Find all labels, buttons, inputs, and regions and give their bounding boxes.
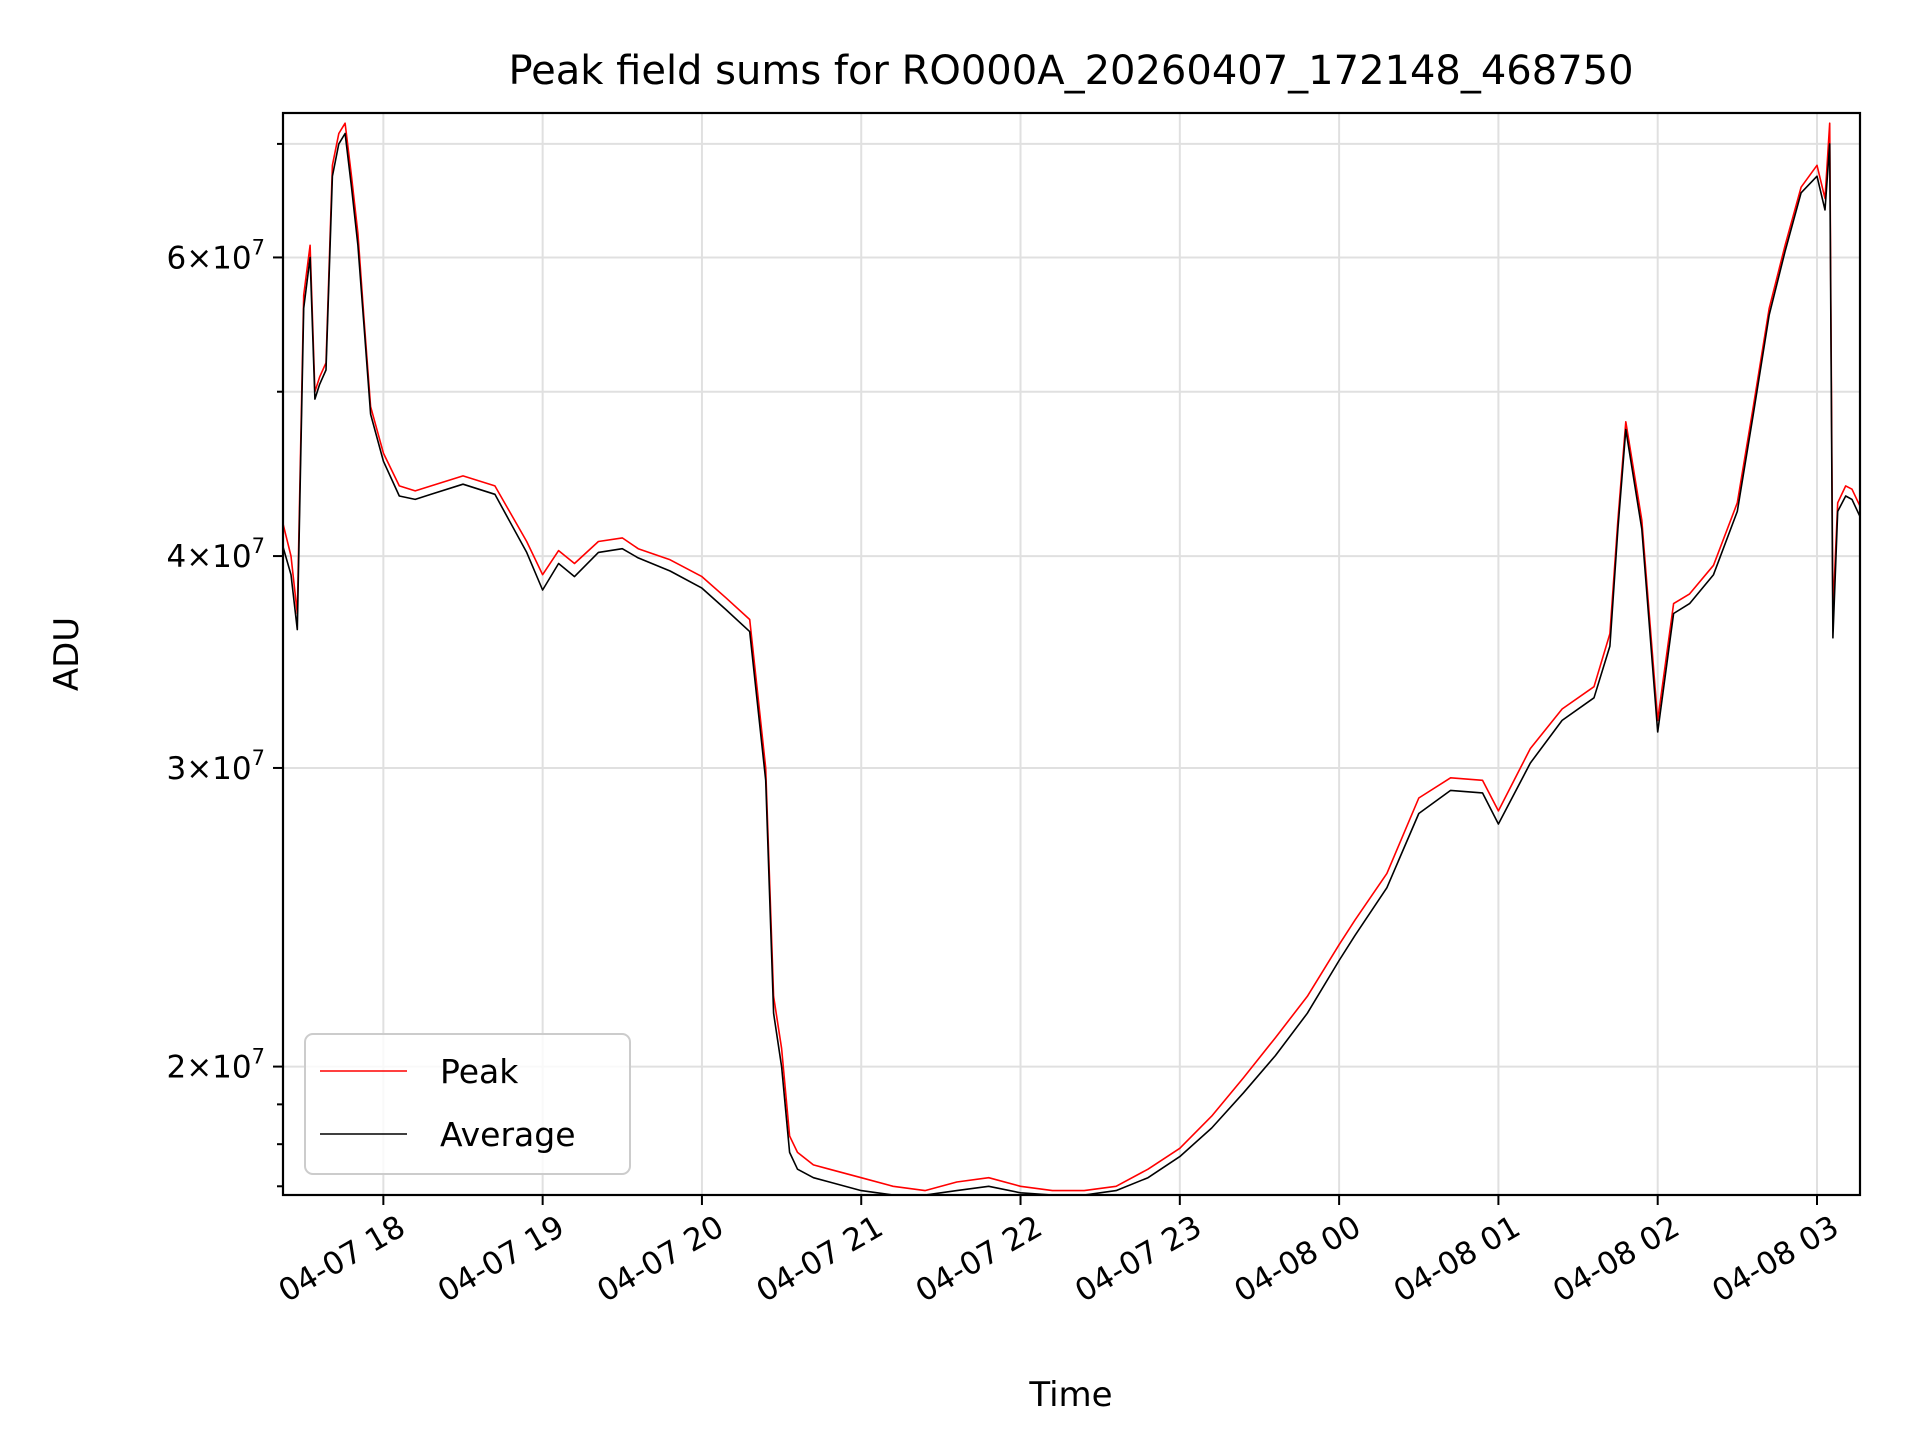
chart-title: Peak field sums for RO000A_20260407_1721…: [508, 48, 1633, 94]
legend-label-average: Average: [440, 1115, 576, 1154]
y-tick-label-3: 6×107: [166, 235, 265, 276]
x-axis-label: Time: [1028, 1375, 1112, 1415]
y-tick-label-1: 3×107: [166, 746, 265, 787]
series-line-average: [283, 132, 1860, 1195]
legend: Peak Average: [304, 1033, 631, 1175]
y-axis-label: ADU: [47, 617, 87, 691]
legend-box: [304, 1033, 631, 1175]
legend-label-peak: Peak: [440, 1052, 519, 1091]
plot-area: [283, 122, 1860, 1195]
y-axis: 2×107 3×107 4×107 6×107: [166, 142, 283, 1188]
y-tick-label-0: 2×107: [166, 1045, 265, 1086]
y-tick-label-2: 4×107: [166, 534, 265, 575]
plot-frame: [281, 111, 1862, 1197]
